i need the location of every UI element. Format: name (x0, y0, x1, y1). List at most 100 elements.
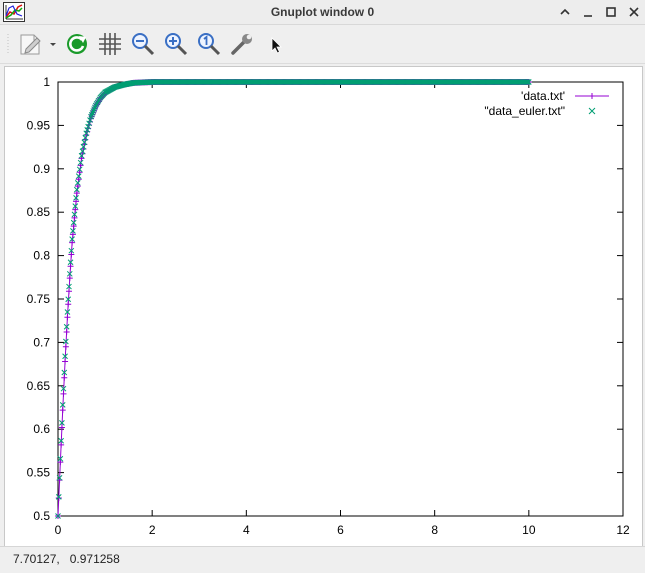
data-point-plus (65, 301, 72, 308)
data-point-plus (59, 407, 66, 414)
cursor-coordinates: 7.70127, 0.971258 (13, 552, 120, 566)
y-tick-label: 0.7 (33, 335, 50, 349)
data-point-cross (80, 143, 87, 150)
data-point-cross (55, 513, 61, 519)
window-title: Gnuplot window 0 (270, 5, 375, 19)
x-tick-label: 8 (431, 523, 438, 537)
data-point-cross (70, 219, 77, 226)
title-bar: Gnuplot window 0 (0, 0, 645, 25)
data-point-plus (69, 231, 76, 238)
plot-border (57, 81, 624, 517)
data-point-cross (62, 338, 69, 345)
settings-wrench-icon[interactable] (228, 31, 256, 57)
series-data-markers (55, 79, 532, 519)
close-icon[interactable] (626, 4, 642, 20)
data-point-cross (85, 123, 91, 130)
grid-icon[interactable] (96, 31, 124, 57)
y-tick-label: 0.5 (33, 509, 50, 523)
data-point-cross (62, 353, 68, 360)
data-point-cross (76, 166, 83, 173)
zoom-out-icon[interactable] (129, 31, 157, 57)
data-point-cross (87, 117, 93, 123)
x-tick-label: 10 (522, 523, 536, 537)
data-point-cross (525, 79, 532, 85)
gnuplot-app-icon (3, 2, 25, 22)
y-tick-label: 0.95 (27, 118, 51, 132)
line-chart: 0 2 4 6 8 10 12 0.5 0.55 0.6 0.65 0.7 0.75 0.8 0.85 0.9… (27, 75, 630, 537)
data-point-plus (57, 459, 64, 466)
data-point-cross (64, 309, 71, 315)
zoom-in-icon[interactable] (162, 31, 190, 57)
y-tick-label: 0.55 (27, 466, 51, 480)
minimize-icon[interactable] (580, 4, 596, 20)
legend-marker-cross (588, 107, 596, 115)
data-point-cross (57, 455, 64, 462)
data-point-cross (56, 474, 63, 481)
data-point-plus (66, 275, 73, 282)
data-point-plus (69, 239, 76, 246)
x-tick-label: 0 (55, 523, 62, 537)
data-point-cross (71, 211, 78, 218)
data-point-plus (67, 263, 74, 270)
x-tick-label: 12 (616, 523, 630, 537)
data-point-cross (68, 247, 75, 254)
y-tick-label: 0.85 (27, 205, 51, 219)
data-point-plus (71, 214, 78, 221)
replot-icon[interactable] (63, 31, 91, 57)
series-data-line (57, 81, 529, 517)
data-point-plus (63, 328, 70, 335)
maximize-icon[interactable] (603, 4, 619, 20)
legend-label-data: 'data.txt' (521, 89, 565, 103)
data-point-plus (58, 424, 65, 431)
data-point-plus (72, 206, 79, 213)
data-point-cross (74, 180, 81, 186)
y-tick-label: 0.75 (27, 292, 51, 306)
data-point-cross (72, 203, 79, 209)
data-point-cross (61, 369, 68, 376)
data-point-plus (64, 314, 71, 321)
data-point-cross (79, 148, 86, 155)
zoom-reset-icon[interactable] (195, 31, 223, 57)
toolbar-grip (7, 34, 9, 54)
dropdown-arrow-icon[interactable] (48, 31, 58, 57)
data-point-cross (78, 152, 85, 159)
data-point-plus (62, 343, 69, 350)
data-point-cross (77, 159, 84, 166)
data-point-plus (61, 374, 68, 381)
series-euler-markers (55, 79, 532, 519)
data-point-cross (70, 228, 76, 234)
legend-label-euler: "data_euler.txt" (484, 104, 565, 118)
data-point-cross (59, 402, 66, 408)
y-tick-label: 0.65 (27, 379, 51, 393)
data-point-cross (75, 173, 82, 179)
y-tick-label: 0.8 (33, 249, 50, 263)
data-point-cross (59, 419, 65, 426)
plot-canvas[interactable]: 0 2 4 6 8 10 12 0.5 0.55 0.6 0.65 0.7 0.75 0.8 0.85 0.9… (4, 66, 643, 547)
export-icon[interactable] (18, 31, 46, 57)
data-point-cross (524, 79, 530, 85)
data-point-cross (81, 139, 88, 146)
legend-marker-plus (589, 93, 595, 99)
x-tick-label: 2 (149, 523, 156, 537)
data-point-cross (525, 79, 531, 85)
data-point-cross (67, 259, 74, 266)
data-point-cross (73, 195, 79, 201)
data-point-plus (70, 223, 77, 230)
data-point-plus (58, 441, 65, 448)
data-point-cross (82, 134, 89, 141)
data-point-plus (55, 495, 62, 502)
data-point-plus (60, 390, 67, 397)
data-point-plus (73, 198, 80, 205)
data-point-plus (73, 190, 80, 197)
x-tick-label: 6 (337, 523, 344, 537)
toolbar (0, 25, 645, 64)
mouse-cursor-icon (271, 37, 282, 54)
x-tick-label: 4 (243, 523, 250, 537)
data-point-plus (65, 288, 72, 295)
status-bar: 7.70127, 0.971258 (0, 546, 645, 572)
data-point-cross (86, 120, 92, 127)
y-tick-label: 0.6 (33, 422, 50, 436)
data-point-cross (69, 236, 75, 242)
chevron-up-icon[interactable] (557, 4, 573, 20)
data-point-cross (66, 283, 72, 290)
